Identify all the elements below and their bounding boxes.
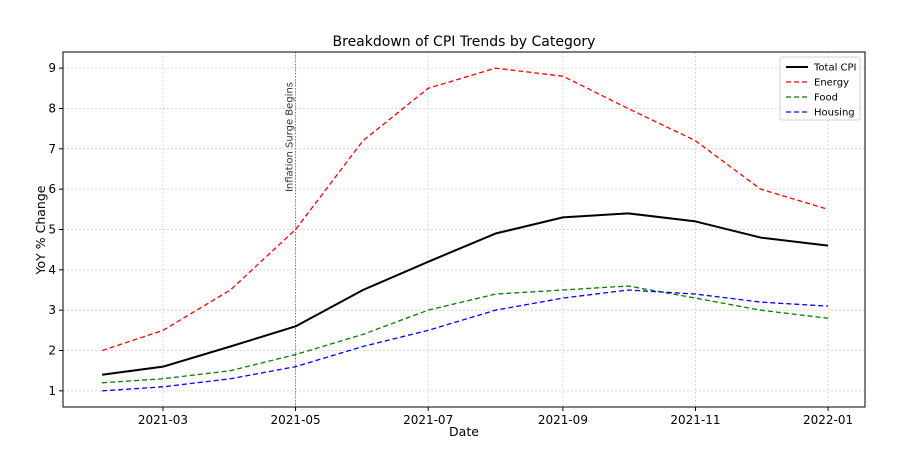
legend-label: Housing xyxy=(814,108,855,119)
y-tick-label: 1 xyxy=(48,384,56,398)
y-tick-label: 6 xyxy=(48,182,56,196)
chart-title: Breakdown of CPI Trends by Category xyxy=(333,34,596,50)
x-tick-label: 2022-01 xyxy=(803,413,853,427)
axes xyxy=(59,51,866,411)
y-tick-label: 3 xyxy=(48,303,56,317)
series-line-food xyxy=(102,285,829,384)
legend: Total CPI Energy Food Housing xyxy=(779,56,861,121)
legend-label: Energy xyxy=(814,78,849,89)
y-tick-label: 2 xyxy=(48,344,56,358)
x-tick-label: 2021-03 xyxy=(138,413,188,427)
series-line-housing xyxy=(102,289,829,392)
y-tick-label: 5 xyxy=(48,223,56,237)
legend-box xyxy=(779,56,861,121)
series-line-total-cpi xyxy=(101,212,829,376)
annotation-label: Inflation Surge Begins xyxy=(285,82,296,192)
y-axis-label: YoY % Change xyxy=(33,185,48,275)
grid xyxy=(63,52,865,407)
x-tick-label: 2021-07 xyxy=(403,413,453,427)
series-layer xyxy=(101,67,829,392)
y-tick-label: 9 xyxy=(48,61,56,75)
legend-label: Food xyxy=(814,93,838,104)
y-tick-label: 4 xyxy=(48,263,56,277)
legend-label: Total CPI xyxy=(813,63,857,74)
tick-labels: 1 2 3 4 5 6 7 8 9 2021-03 2021-05 2021-07 2021-09 202… xyxy=(48,61,853,427)
annotation-layer: Inflation Surge Begins xyxy=(285,52,297,407)
series-line-energy xyxy=(101,67,829,352)
plot-frame xyxy=(62,51,866,408)
x-tick-label: 2021-11 xyxy=(670,413,720,427)
x-axis-label: Date xyxy=(449,424,479,439)
y-tick-label: 8 xyxy=(48,101,56,115)
x-tick-label: 2021-09 xyxy=(538,413,588,427)
x-tick-label: 2021-05 xyxy=(270,413,320,427)
y-tick-label: 7 xyxy=(48,142,56,156)
